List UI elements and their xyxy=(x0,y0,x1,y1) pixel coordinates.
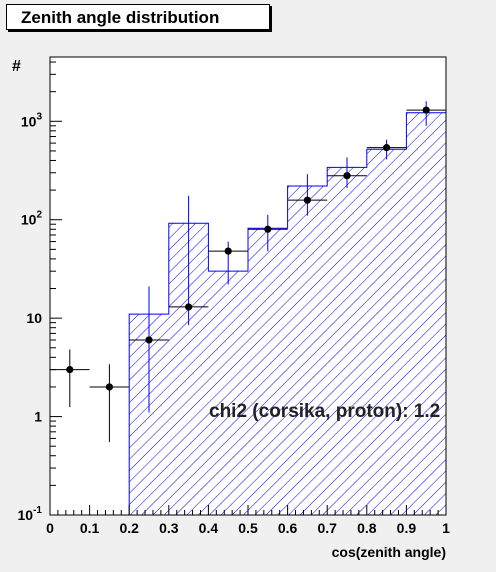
data-point xyxy=(105,383,113,391)
data-point xyxy=(422,106,430,114)
y-tick-label: 10-1 xyxy=(18,505,43,523)
y-tick-label: 102 xyxy=(21,210,43,228)
data-point xyxy=(145,336,153,344)
data-point xyxy=(303,196,311,204)
x-tick-label: 0.6 xyxy=(278,520,298,536)
data-point xyxy=(185,303,193,311)
x-tick-label: 1 xyxy=(442,520,450,536)
x-axis-ticks: 0 0.1 0.2 0.3 0.4 0.5 0.6 0.7 0.8 0.9 1 xyxy=(46,505,450,536)
histogram-bar xyxy=(248,228,288,515)
data-point-layer xyxy=(66,106,430,391)
x-tick-label: 0 xyxy=(46,520,54,536)
y-tick-label: 1 xyxy=(34,409,42,425)
x-tick-label: 0.2 xyxy=(119,520,139,536)
x-tick-label: 0.7 xyxy=(317,520,337,536)
x-tick-label: 0.9 xyxy=(397,520,417,536)
y-tick-label: 103 xyxy=(21,111,43,129)
x-tick-label: 0.1 xyxy=(80,520,100,536)
data-point xyxy=(66,366,74,374)
x-tick-label: 0.8 xyxy=(357,520,377,536)
chi2-annotation: chi2 (corsika, proton): 1.2 xyxy=(209,401,440,422)
histogram-bar xyxy=(366,149,407,515)
data-point xyxy=(343,172,351,180)
data-point xyxy=(264,225,272,233)
histogram-layer xyxy=(128,112,446,515)
x-axis-label: cos(zenith angle) xyxy=(332,544,446,560)
histogram-bar xyxy=(327,167,367,515)
chart-title: Zenith angle distribution xyxy=(6,4,270,30)
x-tick-label: 0.5 xyxy=(238,520,258,536)
y-tick-label: 10 xyxy=(26,310,42,326)
x-tick-label: 0.4 xyxy=(199,520,219,536)
histogram-bar xyxy=(208,271,248,515)
y-axis-ticks: 10-1 1 10 102 103 xyxy=(18,61,62,523)
y-axis-label: # xyxy=(12,58,21,75)
data-point xyxy=(224,247,232,255)
histogram-outline xyxy=(128,112,446,515)
histogram-bar xyxy=(406,112,446,515)
histogram-bar xyxy=(287,186,328,515)
data-point xyxy=(383,144,391,152)
x-tick-label: 0.3 xyxy=(159,520,179,536)
